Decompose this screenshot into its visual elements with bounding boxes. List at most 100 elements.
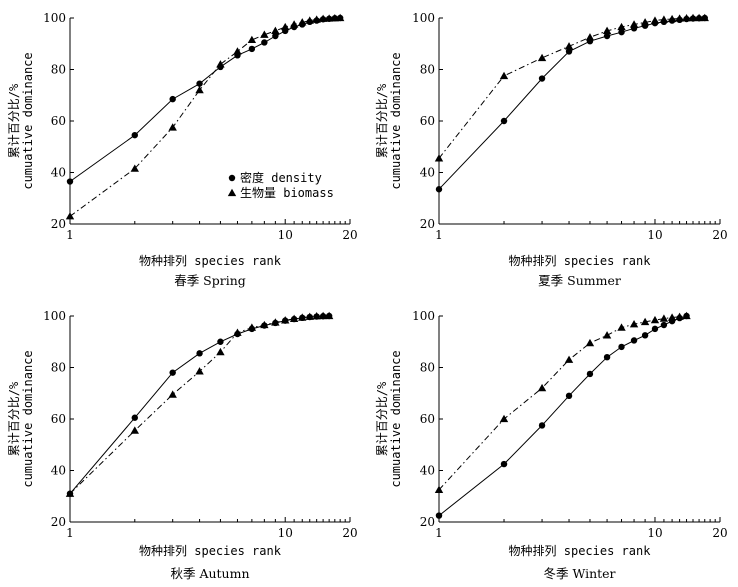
y-axis-label-en: cumuative dominance xyxy=(21,52,35,189)
data-point-density xyxy=(641,332,649,339)
series-line-density xyxy=(438,315,687,516)
data-point-biomass xyxy=(247,35,257,44)
y-tick-label: 60 xyxy=(420,114,435,128)
data-point-biomass xyxy=(602,331,612,339)
data-point-density xyxy=(651,325,659,333)
data-point-density xyxy=(660,321,668,329)
data-point-biomass xyxy=(233,47,242,55)
data-point-biomass xyxy=(659,314,669,322)
data-point-biomass xyxy=(260,30,269,38)
data-point-density xyxy=(565,392,573,400)
data-point-biomass xyxy=(168,390,177,398)
series-line-density xyxy=(69,315,330,495)
chart-autumn: 20 40 60 80 100 1 10 20 累计百分比/% cumuative dominan… xyxy=(7,309,358,581)
data-point-biomass xyxy=(130,164,139,172)
chart-spring: 20 40 60 80 100 1 10 20 累计百分比/% cumuative dominan… xyxy=(7,11,358,288)
data-point-biomass xyxy=(617,22,626,31)
panel-title-summer: 夏季 Summer xyxy=(538,273,621,288)
y-tick-label: 100 xyxy=(412,11,435,25)
panel-title-winter: 冬季 Winter xyxy=(543,566,615,581)
data-point-biomass xyxy=(650,315,660,324)
data-point-biomass xyxy=(65,212,75,220)
x-tick-label: 10 xyxy=(647,526,662,540)
data-point-biomass xyxy=(305,312,314,320)
data-point-biomass xyxy=(65,489,75,497)
panel-title-autumn: 秋季 Autumn xyxy=(170,566,249,581)
data-point-biomass xyxy=(499,414,509,423)
data-point-density xyxy=(565,48,573,55)
x-tick-label: 20 xyxy=(342,526,357,540)
data-point-density xyxy=(500,460,508,468)
y-tick-label: 80 xyxy=(420,63,435,77)
series-line-biomass xyxy=(69,315,330,495)
data-point-biomass xyxy=(667,14,677,23)
data-point-biomass xyxy=(324,311,334,320)
x-tick-label: 1 xyxy=(435,526,443,540)
data-point-biomass xyxy=(667,313,677,321)
x-tick-label: 10 xyxy=(647,228,662,242)
data-point-density xyxy=(248,45,256,53)
y-tick-label: 40 xyxy=(51,166,66,180)
data-point-biomass xyxy=(324,14,334,22)
data-point-biomass xyxy=(281,22,290,31)
data-point-biomass xyxy=(640,317,650,326)
data-point-density xyxy=(630,337,638,344)
data-point-biomass xyxy=(216,347,225,356)
data-point-density xyxy=(435,186,443,193)
data-point-biomass xyxy=(271,26,280,35)
data-point-density xyxy=(169,95,176,103)
data-point-density xyxy=(66,178,74,185)
data-point-density xyxy=(196,350,203,357)
y-tick-label: 20 xyxy=(51,217,66,231)
y-tick-label: 80 xyxy=(51,63,66,77)
data-point-biomass xyxy=(434,485,444,493)
y-axis-label-cn: 累计百分比/% xyxy=(7,83,21,158)
data-point-biomass xyxy=(289,20,299,28)
y-tick-label: 40 xyxy=(420,166,435,180)
y-tick-label: 60 xyxy=(51,114,66,128)
y-axis-label-en: cumuative dominance xyxy=(389,350,403,487)
x-tick-label: 1 xyxy=(435,228,443,242)
y-tick-label: 40 xyxy=(51,464,66,478)
data-point-biomass xyxy=(247,323,257,331)
data-point-biomass xyxy=(682,14,691,22)
data-point-density xyxy=(538,75,546,82)
data-point-density xyxy=(500,117,508,125)
series-line-density xyxy=(438,17,705,190)
data-point-biomass xyxy=(640,18,650,26)
data-point-biomass xyxy=(602,26,612,35)
data-point-density xyxy=(261,39,268,46)
legend-label-density: 密度 density xyxy=(240,170,322,185)
data-point-biomass xyxy=(233,328,242,336)
y-tick-label: 40 xyxy=(420,464,435,478)
data-point-biomass xyxy=(585,338,595,347)
legend-label-biomass: 生物量 biomass xyxy=(240,186,334,200)
data-point-biomass xyxy=(585,33,595,41)
legend-marker-density xyxy=(228,174,236,182)
series-line-biomass xyxy=(438,17,705,159)
data-point-biomass xyxy=(216,60,225,68)
data-point-biomass xyxy=(537,53,547,62)
x-tick-label: 20 xyxy=(712,228,727,242)
y-tick-label: 20 xyxy=(51,515,66,529)
data-point-biomass xyxy=(499,71,509,80)
data-point-density xyxy=(618,28,625,36)
data-point-biomass xyxy=(305,16,314,24)
data-point-biomass xyxy=(629,20,639,28)
data-point-biomass xyxy=(629,320,639,328)
panel-title-spring: 春季 Spring xyxy=(174,273,246,288)
y-tick-label: 100 xyxy=(43,11,66,25)
data-point-biomass xyxy=(694,13,704,22)
data-point-density xyxy=(131,131,138,139)
x-tick-label: 1 xyxy=(66,526,74,540)
data-point-biomass xyxy=(688,13,698,22)
data-point-biomass xyxy=(260,320,269,329)
y-axis-label-cn: 累计百分比/% xyxy=(375,381,389,456)
series-line-biomass xyxy=(438,315,687,491)
data-point-density xyxy=(538,422,546,429)
data-point-biomass xyxy=(682,311,691,320)
series-line-density xyxy=(69,17,341,182)
data-point-density xyxy=(586,370,594,378)
data-point-biomass xyxy=(659,15,669,23)
